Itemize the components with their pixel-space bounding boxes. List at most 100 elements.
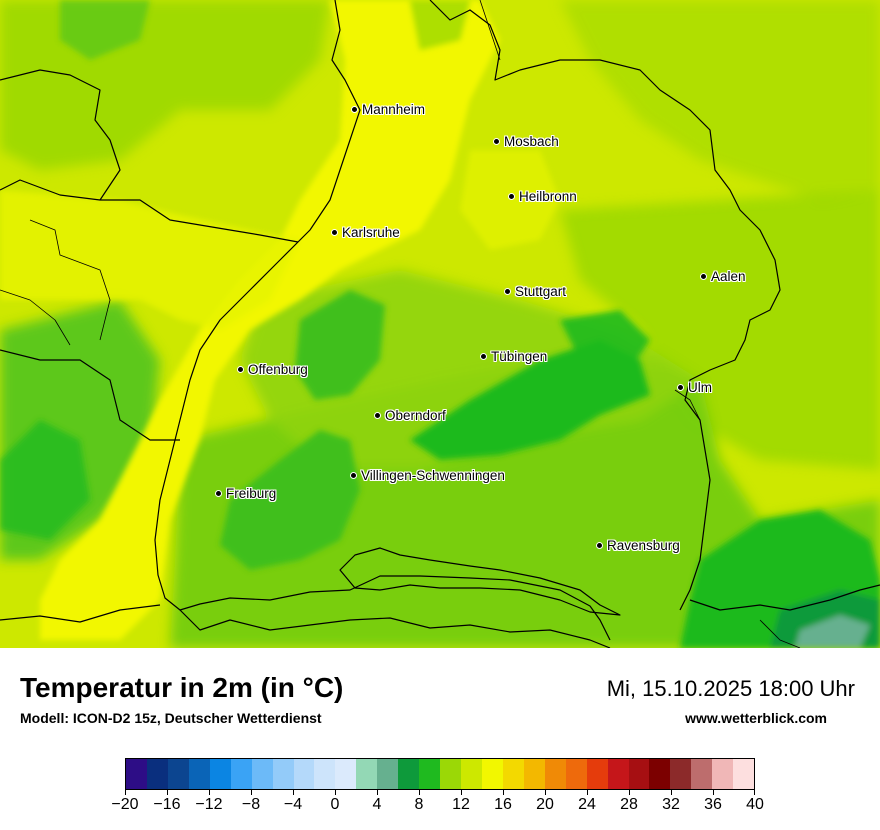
city-dot-icon bbox=[480, 352, 487, 360]
city-marker: Tübingen bbox=[480, 348, 547, 364]
colorbar-tick-label: 20 bbox=[536, 796, 554, 813]
colorbar-tick bbox=[209, 790, 210, 795]
city-marker: Karlsruhe bbox=[331, 224, 400, 240]
city-dot-icon bbox=[351, 105, 358, 113]
temperature-zone-northeast bbox=[560, 0, 880, 200]
colorbar-segment bbox=[461, 759, 482, 789]
colorbar-segment bbox=[481, 759, 503, 789]
city-marker: Offenburg bbox=[237, 361, 308, 377]
colorbar-tick-label: 36 bbox=[704, 796, 722, 813]
colorbar-tick-label: −8 bbox=[241, 796, 261, 813]
colorbar-tick-label: −16 bbox=[153, 796, 181, 813]
city-marker: Aalen bbox=[700, 268, 746, 284]
colorbar-tick-label: 0 bbox=[330, 796, 340, 813]
temperature-map: Mannheim Mosbach Heilbronn Karlsruhe Aalen St… bbox=[0, 0, 880, 648]
border-bavaria-north bbox=[479, 0, 501, 61]
colorbar-tick-label: −4 bbox=[283, 796, 303, 813]
website-link[interactable]: www.wetterblick.com bbox=[685, 710, 827, 726]
colorbar-tick-label: 32 bbox=[662, 796, 680, 813]
forecast-datetime: Mi, 15.10.2025 18:00 Uhr bbox=[606, 676, 855, 701]
temperature-zone-north-hills bbox=[60, 0, 150, 60]
city-dot-icon bbox=[493, 137, 500, 145]
colorbar-segment bbox=[649, 759, 671, 789]
city-marker: Heilbronn bbox=[508, 188, 577, 204]
city-marker: Mannheim bbox=[351, 101, 425, 117]
colorbar-tick bbox=[503, 790, 504, 795]
map-footer: Temperatur in 2m (in °C) Modell: ICON-D2… bbox=[0, 648, 880, 830]
colorbar-segment bbox=[167, 759, 189, 789]
colorbar-tick-label: 24 bbox=[578, 796, 596, 813]
city-label: Stuttgart bbox=[515, 283, 567, 299]
city-label: Villingen-Schwenningen bbox=[361, 467, 505, 483]
colorbar-segment bbox=[419, 759, 441, 789]
colorbar-legend bbox=[125, 758, 755, 790]
colorbar-tick bbox=[587, 790, 588, 795]
colorbar-segment bbox=[230, 759, 252, 789]
temperature-zone-black-forest-south bbox=[220, 430, 360, 570]
colorbar-segment bbox=[126, 759, 147, 789]
state-border-baden-wuerttemberg bbox=[154, 0, 611, 641]
colorbar-segment bbox=[502, 759, 524, 789]
temperature-zone-alb-east bbox=[560, 310, 650, 370]
colorbar-segment bbox=[251, 759, 273, 789]
temperature-zone-east bbox=[560, 190, 880, 470]
city-dot-icon bbox=[215, 489, 222, 497]
colorbar-tick-label: 8 bbox=[414, 796, 424, 813]
temperature-zone-swabian-alb bbox=[410, 340, 650, 460]
city-label: Ulm bbox=[688, 379, 712, 395]
temperature-zone-black-forest-north bbox=[295, 290, 385, 400]
colorbar-tick bbox=[125, 790, 126, 795]
temperature-zone-rhine-west bbox=[0, 190, 300, 330]
city-label: Mannheim bbox=[362, 101, 426, 117]
city-marker: Mosbach bbox=[493, 133, 559, 149]
city-dot-icon bbox=[331, 228, 338, 236]
city-label: Heilbronn bbox=[519, 188, 577, 204]
temperature-field bbox=[0, 0, 880, 648]
temperature-zone-heilbronn bbox=[460, 150, 560, 250]
border-austria bbox=[689, 584, 880, 611]
city-label: Aalen bbox=[711, 268, 746, 284]
colorbar-segment bbox=[586, 759, 608, 789]
river-danube bbox=[674, 389, 701, 421]
colorbar-segment bbox=[293, 759, 315, 789]
colorbar-tick-label: 40 bbox=[746, 796, 764, 813]
city-dot-icon bbox=[237, 365, 244, 373]
city-marker: Oberndorf bbox=[374, 407, 446, 423]
colorbar-tick bbox=[167, 790, 168, 795]
colorbar-segment bbox=[565, 759, 587, 789]
border-northwest bbox=[0, 69, 121, 201]
city-dot-icon bbox=[596, 541, 603, 549]
colorbar-tick bbox=[251, 790, 252, 795]
border-lorraine bbox=[0, 289, 71, 346]
city-label: Oberndorf bbox=[385, 407, 446, 423]
city-label: Freiburg bbox=[226, 485, 277, 501]
colorbar-tick bbox=[713, 790, 714, 795]
border-alsace bbox=[0, 349, 180, 441]
temperature-zone-odenwald bbox=[410, 0, 470, 50]
colorbar-segment bbox=[440, 759, 461, 789]
colorbar-tick bbox=[293, 790, 294, 795]
colorbar-tick-label: 16 bbox=[494, 796, 512, 813]
city-dot-icon bbox=[700, 272, 707, 280]
colorbar-segment bbox=[733, 759, 755, 789]
colorbar-segment bbox=[314, 759, 336, 789]
colorbar-segment bbox=[377, 759, 399, 789]
border-west bbox=[0, 179, 299, 243]
lake-constance-shore bbox=[339, 547, 621, 616]
colorbar-segment bbox=[272, 759, 294, 789]
colorbar-tick bbox=[377, 790, 378, 795]
colorbar-segment bbox=[712, 759, 734, 789]
colorbar-tick bbox=[629, 790, 630, 795]
city-dot-icon bbox=[677, 383, 684, 391]
colorbar-segment bbox=[544, 759, 566, 789]
colorbar-segment bbox=[146, 759, 168, 789]
city-dot-icon bbox=[504, 287, 511, 295]
temperature-zone-alps-peak bbox=[795, 615, 870, 648]
colorbar-tick-label: 12 bbox=[452, 796, 470, 813]
colorbar-segment bbox=[356, 759, 378, 789]
colorbar-tick-label: 28 bbox=[620, 796, 638, 813]
colorbar-tick-label: 4 bbox=[372, 796, 382, 813]
colorbar-tick bbox=[461, 790, 462, 795]
city-dot-icon bbox=[350, 471, 357, 479]
colorbar-segment bbox=[398, 759, 420, 789]
